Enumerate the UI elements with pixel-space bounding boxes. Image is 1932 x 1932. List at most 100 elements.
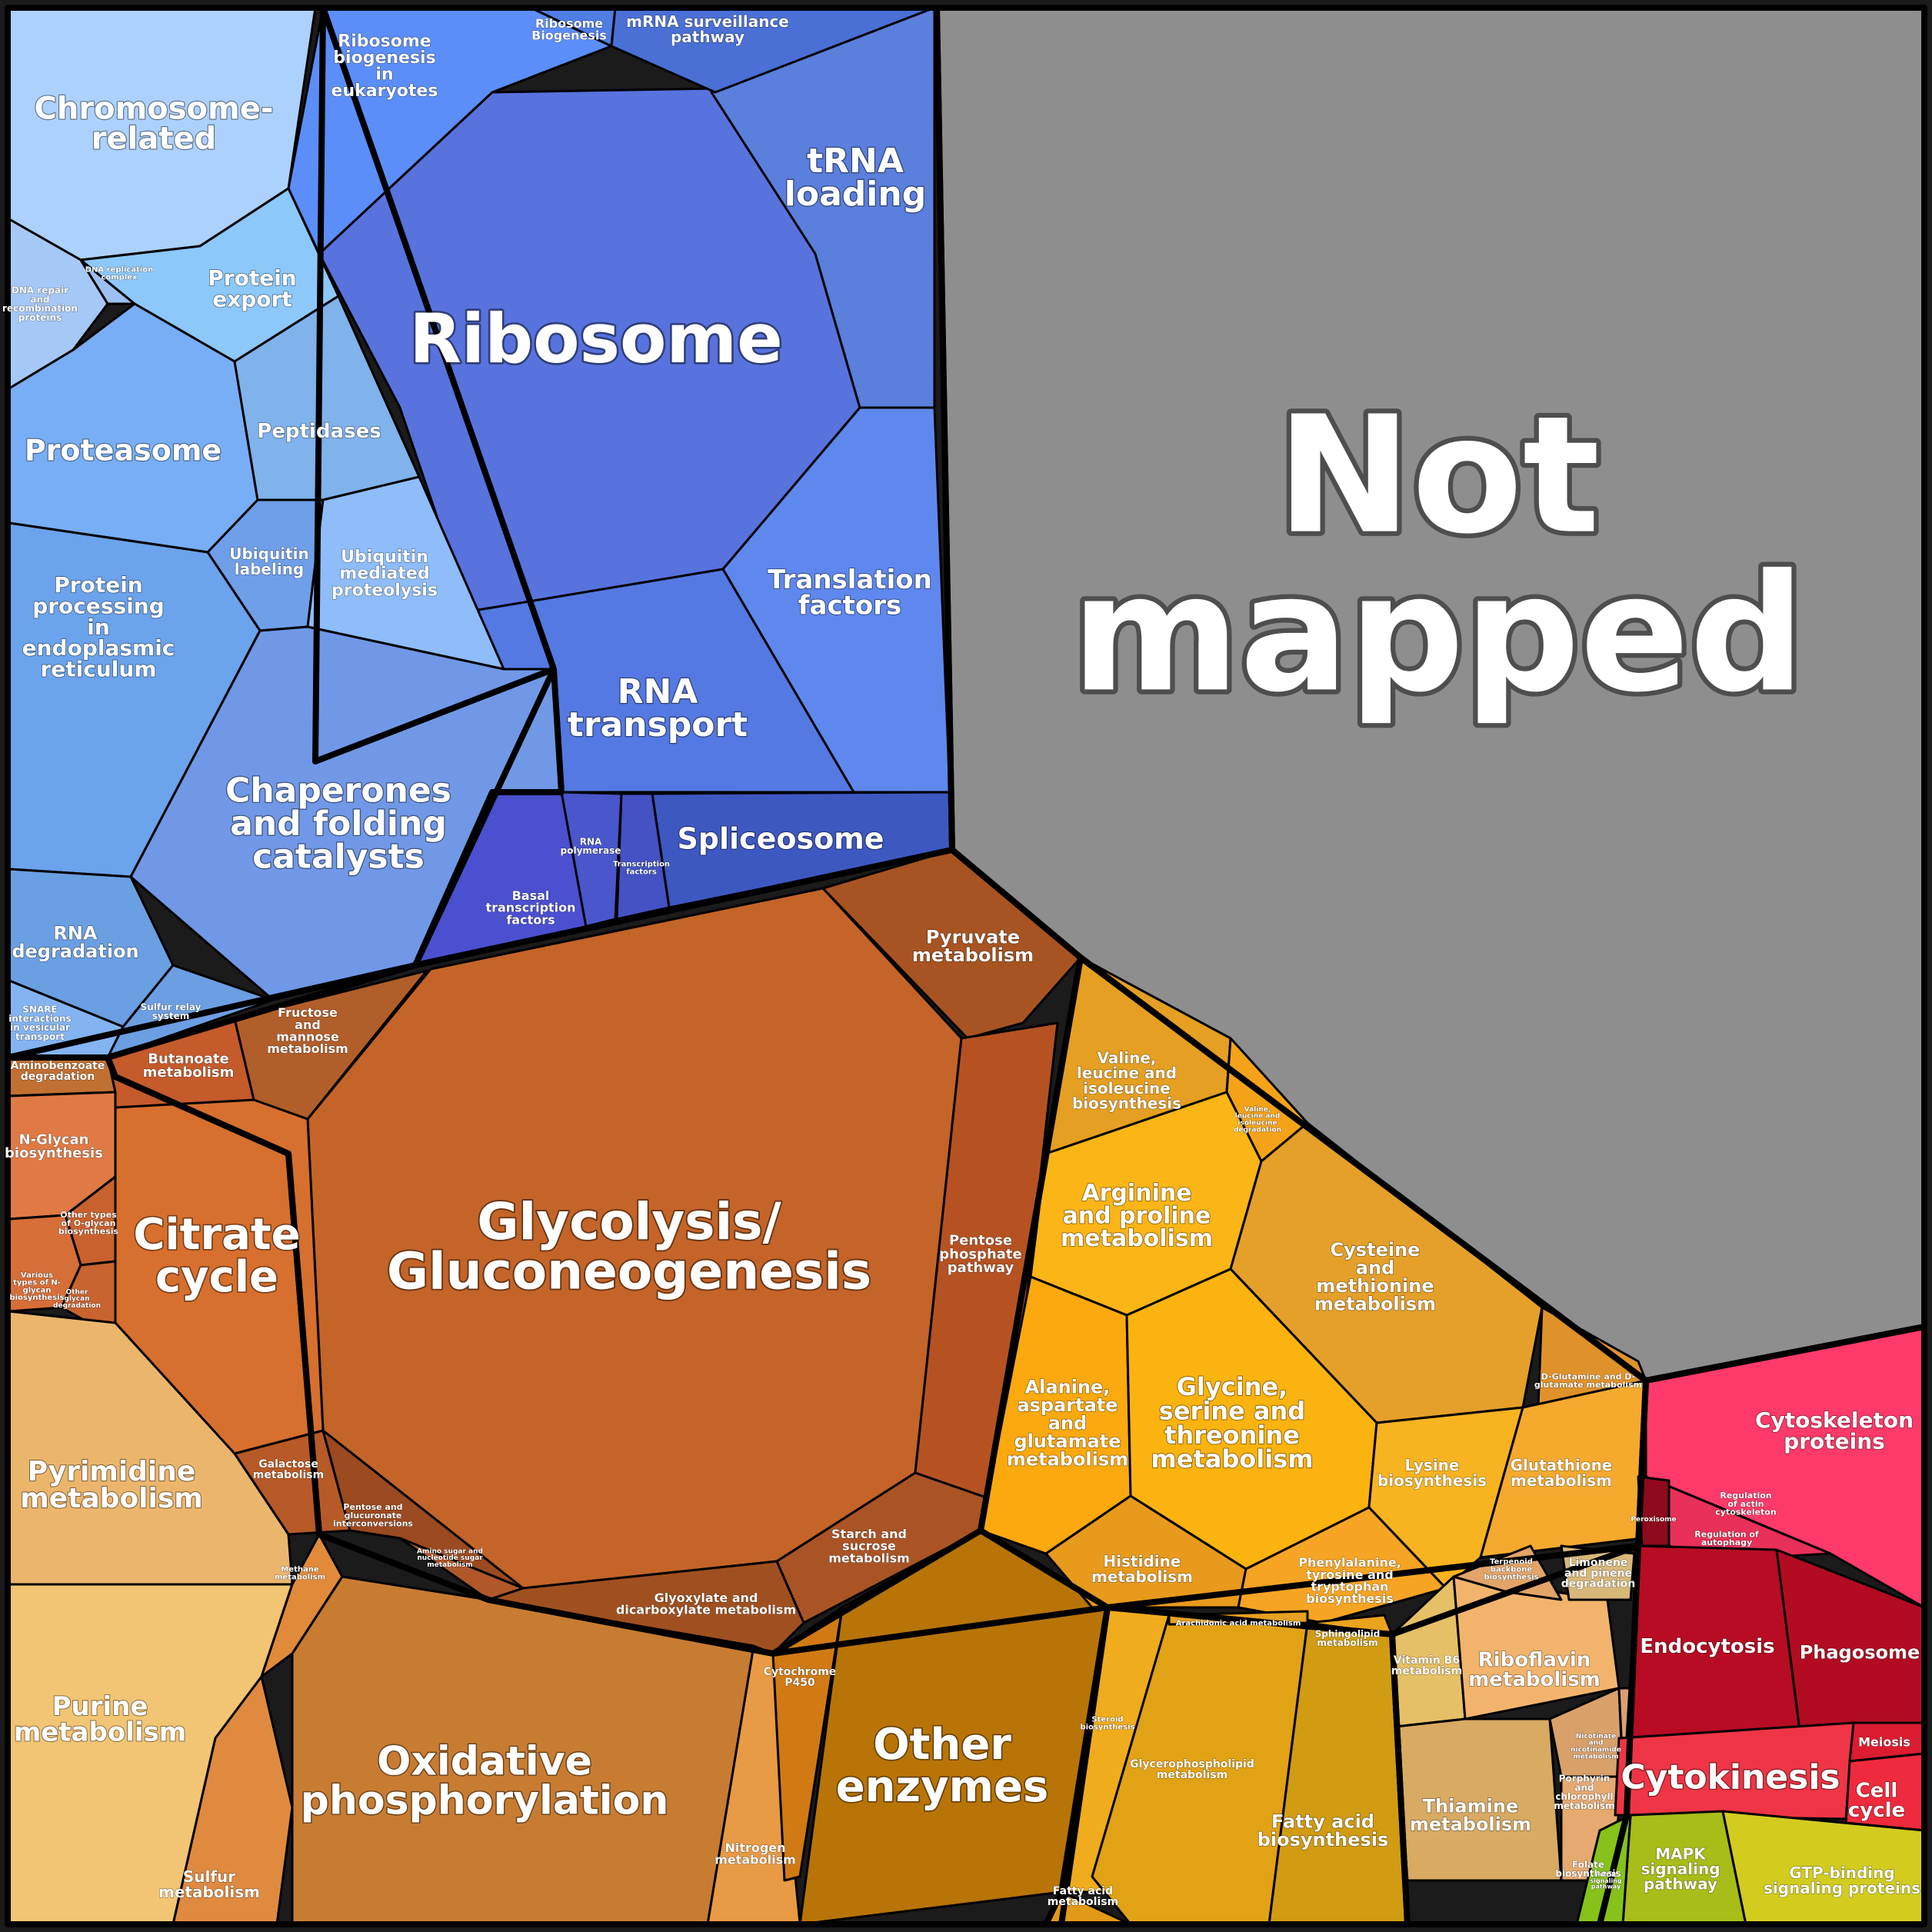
label-line: of actin <box>1728 1499 1764 1509</box>
label-pentose-phosphate: Pentose phosphate pathway <box>939 1233 1021 1276</box>
label-line: metabolism <box>828 1551 910 1565</box>
label-line: Arginine <box>1081 1180 1191 1207</box>
boundary-amino-acid-metabolism <box>978 954 1649 1611</box>
label-line: Riboflavin <box>1478 1648 1591 1671</box>
label-cytochrome-p450: Cytochrome P450 <box>764 1666 837 1689</box>
label-line: loading <box>784 175 926 214</box>
label-arachidonic: Arachidonic acid metabolism <box>1176 1620 1301 1628</box>
label-other-o-glycan: Other types of O-glycan biosynthesis <box>58 1210 119 1237</box>
label-cell-cycle: Cell cycle <box>1848 1779 1905 1821</box>
label-rna-transport: RNA transport <box>568 672 748 744</box>
label-line: degradation <box>12 941 138 962</box>
label-line: Regulation of <box>1694 1529 1759 1539</box>
label-line: Translation <box>768 565 932 595</box>
label-line: Ubiquitin <box>341 548 428 567</box>
label-line: transport <box>15 1031 65 1042</box>
label-vitamin-b6: Vitamin B6 metabolism <box>1391 1654 1462 1677</box>
label-not-mapped: Not mapped <box>1071 381 1805 728</box>
label-other-glycan-degradation: Other glycan degradation <box>53 1288 101 1310</box>
label-riboflavin: Riboflavin metabolism <box>1468 1648 1601 1690</box>
label-line: Endocytosis <box>1640 1635 1774 1658</box>
label-purine: Purine metabolism <box>14 1691 186 1747</box>
label-line: Cytokinesis <box>1621 1757 1840 1797</box>
label-line: metabolism <box>1151 1444 1313 1474</box>
boundary-other-metabolism <box>5 1054 1111 1927</box>
label-line: metabolism <box>267 1041 348 1056</box>
label-d-glutamine: D-Glutamine and D-glutamate metabolism <box>1534 1371 1642 1390</box>
label-line: chlorophyll <box>1555 1791 1613 1802</box>
label-mrna-surveillance: mRNA surveillance pathway <box>626 12 789 46</box>
label-line: biosynthesis <box>1555 1868 1621 1879</box>
label-line: Chaperones <box>225 771 451 810</box>
label-fatty-acid-metabolism: Fatty acid metabolism <box>1048 1885 1118 1908</box>
label-line: threonine <box>1164 1421 1300 1450</box>
label-line: Ribosome <box>535 16 603 31</box>
label-line: Cell <box>1856 1779 1898 1802</box>
label-line: Transcription <box>613 861 670 869</box>
label-glyoxylate: Glyoxylate and dicarboxylate metabolism <box>616 1591 796 1617</box>
label-line: and <box>1048 1412 1087 1434</box>
label-line: biosynthesis <box>9 1294 64 1302</box>
label-line: degradation <box>53 1302 101 1310</box>
label-line: Other <box>873 1720 1011 1770</box>
label-line: Folate <box>1572 1859 1604 1870</box>
label-various-n-glycan: Various types of N-glycan biosynthesis <box>9 1271 64 1302</box>
label-peptidases: Peptidases <box>257 420 381 443</box>
label-line: metabolism <box>427 1561 472 1569</box>
label-line: pathway <box>671 28 744 46</box>
label-line: nicotinamide <box>1571 1747 1621 1754</box>
label-other-enzymes: Other enzymes <box>836 1720 1049 1812</box>
label-line: mediated <box>339 565 429 584</box>
label-line: Aminobenzoate <box>11 1060 105 1072</box>
label-line: and <box>1589 1740 1604 1747</box>
label-glutathione: Glutathione metabolism <box>1511 1456 1613 1490</box>
label-dna-replication-complex: DNA replication complex <box>85 266 154 282</box>
label-line: metabolism <box>14 1717 186 1748</box>
label-line: pathway <box>1644 1875 1717 1894</box>
label-line: Ribosome <box>409 299 783 378</box>
label-line: metabolism <box>912 944 1034 966</box>
label-citrate-cycle: Citrate cycle <box>133 1210 300 1302</box>
label-line: interconversions <box>333 1519 413 1529</box>
label-line: proteolysis <box>331 581 438 600</box>
label-line: SNARE <box>22 1004 57 1015</box>
label-pyruvate-metabolism: Pyruvate metabolism <box>912 927 1034 967</box>
label-line: metabolism <box>158 1883 260 1901</box>
label-sphingolipid: Sphingolipid metabolism <box>1315 1628 1381 1648</box>
label-line: metabolism <box>1091 1567 1193 1586</box>
label-line: and pinene <box>1564 1567 1632 1580</box>
label-line: Alanine, <box>1025 1376 1111 1397</box>
label-line: pathway <box>948 1260 1014 1276</box>
label-phenylalanine: Phenylalanine, tyrosine and tryptophan bios… <box>1298 1555 1401 1606</box>
label-line: Pentose <box>949 1233 1012 1249</box>
label-valine-degradation: Valine, leucine and isoleucine degradation <box>1234 1106 1281 1134</box>
label-line: Cytoskeleton <box>1755 1407 1914 1433</box>
label-oxidative-phosphorylation: Oxidative phosphorylation <box>301 1739 669 1824</box>
cell-amino-sugar <box>398 1537 525 1601</box>
label-line: metabolism <box>1511 1471 1612 1490</box>
label-line: metabolism <box>143 1064 235 1081</box>
label-line: metabolism <box>1317 1637 1377 1648</box>
label-sulfur-relay: Sulfur relay system <box>141 1001 202 1021</box>
label-line: in <box>375 65 393 84</box>
label-line: mRNA surveillance <box>626 12 789 31</box>
label-line: RNA <box>53 923 98 944</box>
label-line: Methane <box>281 1566 319 1574</box>
label-thiamine: Thiamine metabolism <box>1410 1796 1531 1836</box>
boundary-protein-folding <box>5 5 557 1061</box>
label-line: and <box>30 294 49 305</box>
label-line: biogenesis <box>333 48 435 68</box>
label-line: Glycerophospholipid <box>1130 1758 1254 1770</box>
label-transcription-factors: Transcription factors <box>613 861 670 877</box>
label-line: Histidine <box>1104 1552 1181 1571</box>
label-line: biosynthesis <box>5 1145 103 1161</box>
label-line: related <box>92 122 216 157</box>
label-line: D-Glutamine and D- <box>1541 1371 1635 1381</box>
label-line: and <box>295 1018 321 1032</box>
label-ribosome-biogenesis-eukaryotes: Ribosome biogenesis in eukaryotes <box>331 32 438 101</box>
label-line: eukaryotes <box>331 82 438 101</box>
label-cysteine-methionine: Cysteine and methionine metabolism <box>1314 1239 1436 1315</box>
label-line: metabolism <box>1157 1769 1227 1781</box>
label-line: Other types <box>60 1210 117 1220</box>
